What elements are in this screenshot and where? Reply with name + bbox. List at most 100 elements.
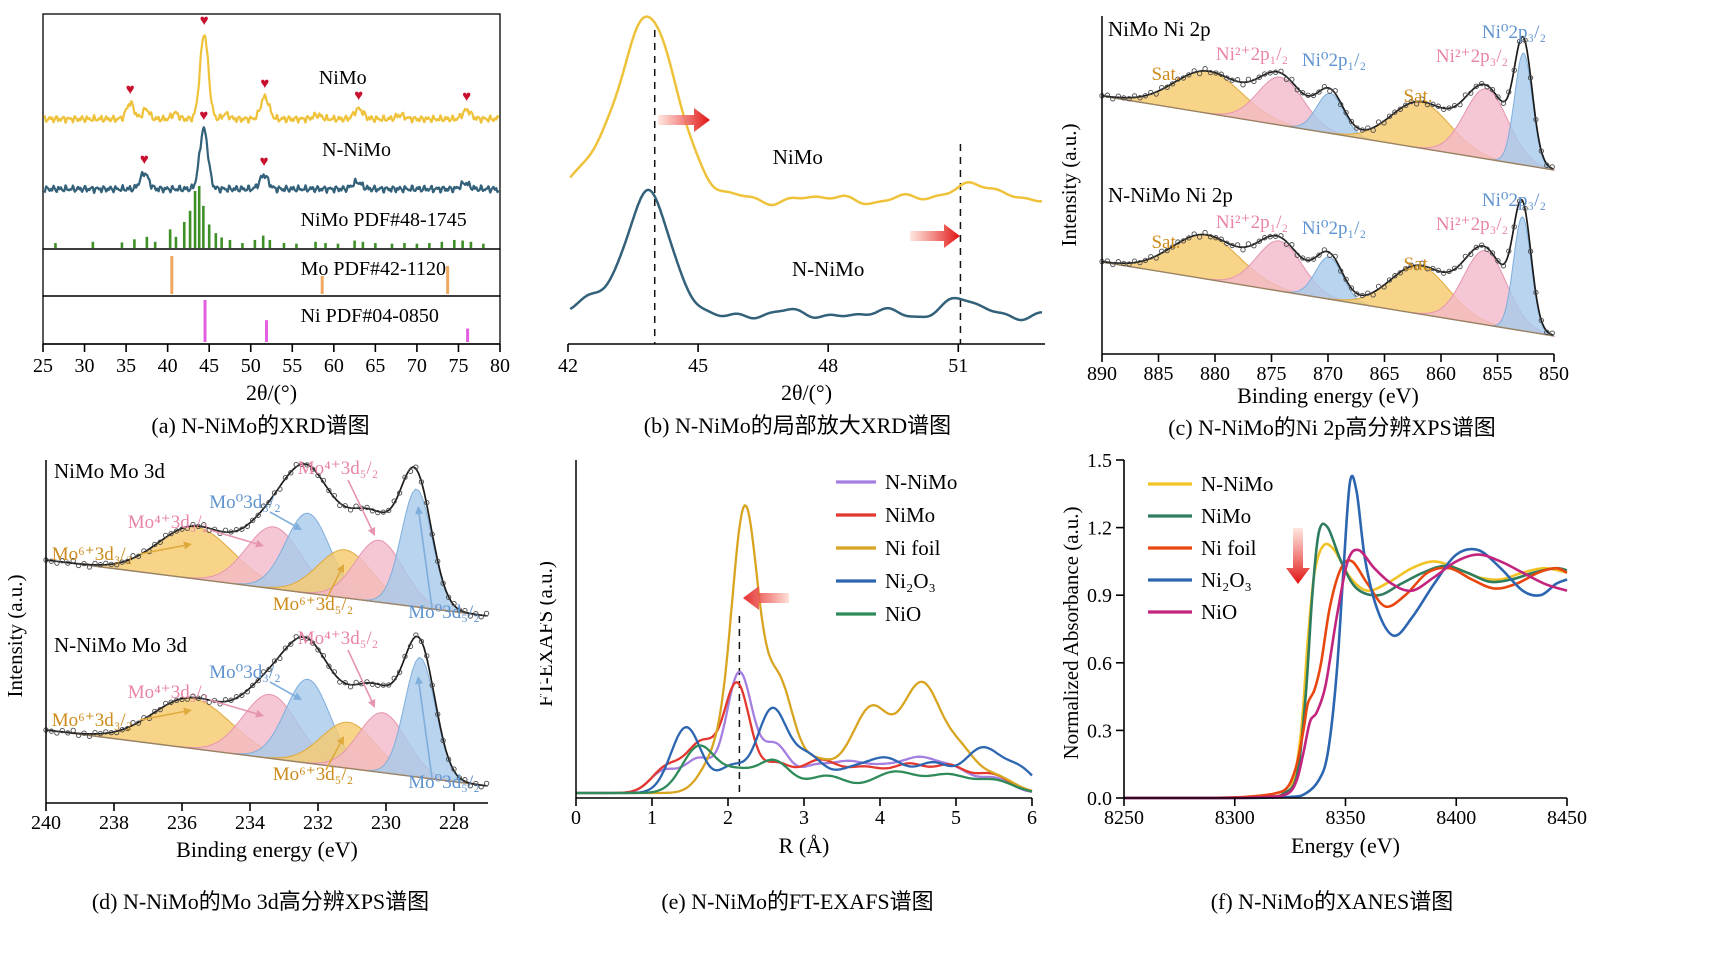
- tick-label: 4: [875, 807, 885, 829]
- tick-label: 35: [116, 355, 136, 377]
- legend-label: NiO: [1201, 600, 1237, 624]
- tick-label: 1.2: [1087, 518, 1112, 540]
- xanes-curve-NiO: [1124, 548, 1568, 800]
- x-axis: 890 885 880 875 870 865 860 855 850 Binding energ…: [1087, 353, 1569, 408]
- fit-envelope: [45, 635, 487, 787]
- x-axis-label: 2θ/(°): [246, 380, 297, 405]
- background-line: [1101, 95, 1555, 171]
- tick-label: 0: [571, 807, 581, 829]
- label-arrow: [347, 479, 373, 530]
- xrd-zoom-curve-NiMo: [569, 15, 1043, 207]
- legend-item-NiMo: NiMo: [1148, 504, 1251, 528]
- tick-label: 875: [1257, 363, 1287, 385]
- shift-arrow-icon: [743, 586, 789, 610]
- tick-label: 850: [1539, 363, 1569, 385]
- label-arrowhead: [415, 506, 424, 515]
- tick-label: 6: [1027, 807, 1037, 829]
- label-arrow: [325, 570, 342, 601]
- legend-label: Ni₂O₃: [1201, 568, 1252, 592]
- tick-label: 8300: [1215, 807, 1255, 829]
- legend-item-NiMo: NiMo: [836, 503, 935, 527]
- tick-label: 75: [448, 355, 468, 377]
- panel-b-caption: (b) N-NiMo的局部放大XRD谱图: [643, 413, 952, 438]
- tick-label: 30: [75, 355, 95, 377]
- tick-label: 880: [1200, 363, 1230, 385]
- panel-c-caption: (c) N-NiMo的Ni 2p高分辨XPS谱图: [1168, 415, 1496, 440]
- peak-label: Sat.: [1151, 232, 1180, 253]
- panel-f-plot: N-NiMo NiMo Ni foil Ni₂O₃ NiO 0.0 0.3 0.6 0.9 1.2…: [1062, 450, 1587, 858]
- raw-data-points: [1099, 198, 1555, 336]
- label-arrow: [209, 529, 257, 545]
- heart-peak-marker-icon: ♥: [200, 13, 209, 29]
- tick-label: 865: [1370, 363, 1400, 385]
- heart-peak-marker-icon: ♥: [462, 89, 471, 105]
- peak-label: Mo⁴⁺3d₃/₂: [128, 682, 209, 703]
- heart-peak-marker-icon: ♥: [140, 152, 149, 168]
- heart-peak-marker-icon: ♥: [126, 82, 135, 98]
- x-axis-label: Energy (eV): [1291, 833, 1400, 858]
- panel-d-caption: (d) N-NiMo的Mo 3d高分辨XPS谱图: [91, 889, 430, 914]
- tick-label: 50: [241, 355, 261, 377]
- panel-b-plot: NiMo N-NiMo 42 45 48 51 2θ/(°): [558, 15, 1045, 405]
- tick-label: 51: [948, 355, 968, 377]
- tick-label: 0.6: [1087, 653, 1112, 675]
- legend-label: Ni₂O₃: [885, 569, 936, 593]
- panel-e-caption: (e) N-NiMo的FT-EXAFS谱图: [661, 889, 934, 914]
- peak-label: Mo⁰3d₃/₂: [209, 662, 281, 683]
- peak-label: Ni²⁺2p₃/₂: [1436, 46, 1508, 67]
- label-arrowhead: [367, 527, 376, 536]
- legend-item-Ni₂O₃: Ni₂O₃: [836, 569, 936, 593]
- legend-item-Ni₂O₃: Ni₂O₃: [1148, 568, 1252, 592]
- tick-label: 8400: [1436, 807, 1476, 829]
- legend-label: Ni foil: [1201, 536, 1257, 560]
- label-arrowhead: [293, 522, 302, 530]
- exafs-curve-N-NiMo: [576, 670, 1033, 795]
- x-axis-label: 2θ/(°): [781, 380, 832, 405]
- tick-label: 230: [371, 812, 401, 834]
- tick-label: 855: [1483, 363, 1513, 385]
- label-arrowhead: [255, 539, 264, 548]
- xrd-curve-NiMo: [43, 34, 500, 124]
- label-arrowhead: [336, 736, 344, 745]
- tick-label: 860: [1426, 363, 1456, 385]
- tick-label: 65: [365, 355, 385, 377]
- label-arrowhead: [183, 707, 192, 716]
- tick-label: 60: [324, 355, 344, 377]
- shift-arrow-icon: [658, 108, 710, 132]
- label-arrow: [269, 681, 296, 697]
- series-label: NiMo: [319, 67, 367, 89]
- exafs-curve-Ni₂O₃: [576, 706, 1033, 795]
- label-arrowhead: [415, 676, 424, 685]
- series-label: N-NiMo: [792, 257, 864, 281]
- label-arrow: [418, 683, 433, 779]
- tick-label: 42: [558, 355, 578, 377]
- peak-label: Mo⁶⁺3d₃/₂: [52, 710, 133, 731]
- panel-e: N-NiMo NiMo Ni foil Ni₂O₃ NiO 0 1 2 3 4 5 6 R (Å) FT-…: [540, 448, 1055, 916]
- tick-label: 238: [99, 812, 129, 834]
- peak-label: Sat.: [1403, 254, 1432, 275]
- tick-label: 234: [235, 812, 265, 834]
- x-axis: 0 1 2 3 4 5 6 R (Å): [571, 797, 1037, 858]
- fit-envelope: [45, 463, 487, 617]
- tick-label: 8250: [1104, 807, 1144, 829]
- x-axis: 25 30 35 40 45 50 55 60 65 70 75 80 2θ/(°): [33, 343, 510, 405]
- tick-label: 45: [199, 355, 219, 377]
- tick-label: 228: [439, 812, 469, 834]
- peak-label: Ni²⁺2p₃/₂: [1436, 214, 1508, 235]
- x-axis-label: Binding energy (eV): [176, 837, 358, 862]
- tick-label: 240: [31, 812, 61, 834]
- tick-label: 45: [688, 355, 708, 377]
- tick-label: 25: [33, 355, 53, 377]
- raw-data-points: [43, 632, 490, 790]
- xrd-curve-N-NiMo: [43, 126, 500, 194]
- reference-label: Ni PDF#04-0850: [301, 305, 439, 327]
- x-axis-label: Binding energy (eV): [1237, 383, 1419, 408]
- label-arrow: [209, 699, 257, 715]
- tick-label: 1.5: [1087, 450, 1112, 472]
- y-axis-label: Intensity (a.u.): [8, 574, 27, 697]
- legend-label: N-NiMo: [1201, 472, 1273, 496]
